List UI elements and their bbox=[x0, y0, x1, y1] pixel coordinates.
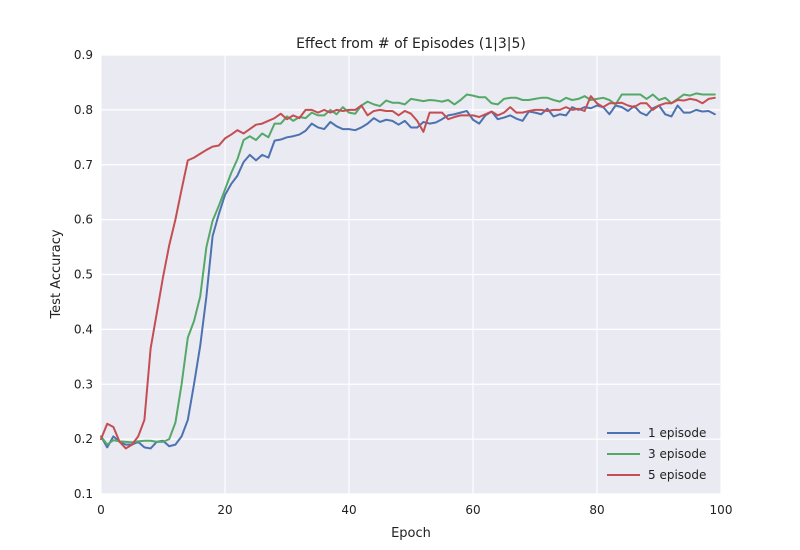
legend-label: 5 episode bbox=[648, 468, 706, 482]
legend: 1 episode 3 episode 5 episode bbox=[607, 426, 706, 482]
y-tick-label: 0.5 bbox=[74, 268, 93, 282]
series-line-2 bbox=[100, 92, 716, 446]
x-axis-label: Epoch bbox=[391, 526, 431, 541]
series-lines bbox=[100, 92, 716, 450]
series-line-3 bbox=[100, 95, 716, 450]
legend-label: 1 episode bbox=[648, 426, 706, 440]
y-tick-label: 0.1 bbox=[74, 487, 93, 501]
series-line-1 bbox=[100, 104, 716, 450]
y-tick-label: 0.2 bbox=[74, 432, 93, 446]
x-tick-label: 100 bbox=[710, 503, 733, 517]
x-tick-label: 60 bbox=[465, 503, 480, 517]
tick-labels: 0 20 40 60 80 100 0.1 0.2 0.3 0.4 0.5 0.6 0.7 0.8 0.9 bbox=[74, 48, 733, 517]
chart-title: Effect from # of Episodes (1|3|5) bbox=[296, 36, 526, 52]
y-tick-label: 0.3 bbox=[74, 377, 93, 391]
x-tick-label: 40 bbox=[341, 503, 356, 517]
x-tick-label: 80 bbox=[589, 503, 604, 517]
x-tick-label: 0 bbox=[97, 503, 105, 517]
y-tick-label: 0.4 bbox=[74, 322, 93, 336]
y-axis-label: Test Accuracy bbox=[49, 229, 64, 319]
y-tick-label: 0.6 bbox=[74, 213, 93, 227]
x-tick-label: 20 bbox=[217, 503, 232, 517]
legend-label: 3 episode bbox=[648, 447, 706, 461]
y-tick-label: 0.7 bbox=[74, 158, 93, 172]
y-tick-label: 0.9 bbox=[74, 48, 93, 62]
y-tick-label: 0.8 bbox=[74, 103, 93, 117]
